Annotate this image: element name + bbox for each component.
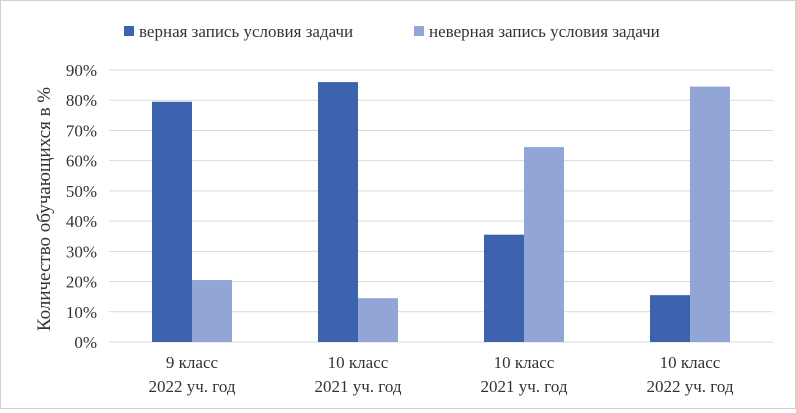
y-tick-label: 50% — [66, 182, 97, 201]
bar-incorrect — [192, 280, 232, 342]
x-category-label: 10 класс — [328, 353, 389, 372]
bar-correct — [152, 101, 192, 342]
x-category-label: 10 класс — [494, 353, 555, 372]
x-axis-categories: 9 класс 2022 уч. год 10 класс 2021 уч. год 1… — [148, 353, 733, 396]
bars — [152, 82, 730, 342]
x-category-label: 2022 уч. год — [148, 377, 235, 396]
legend-entry: верная запись условия задачи — [139, 22, 353, 41]
legend-entry: неверная запись условия задачи — [429, 22, 660, 41]
legend: верная запись условия задачи неверная зап… — [124, 22, 660, 41]
y-tick-label: 40% — [66, 212, 97, 231]
bar-correct — [484, 234, 524, 342]
legend-swatch — [414, 26, 424, 36]
y-tick-label: 80% — [66, 91, 97, 110]
bar-correct — [318, 82, 358, 342]
bar-incorrect — [358, 298, 398, 342]
bar-correct — [650, 295, 690, 342]
x-category-label: 2021 уч. год — [314, 377, 401, 396]
y-tick-label: 30% — [66, 242, 97, 261]
y-tick-label: 70% — [66, 121, 97, 140]
y-tick-label: 10% — [66, 303, 97, 322]
y-tick-label: 90% — [66, 61, 97, 80]
y-tick-label: 0% — [74, 333, 97, 352]
y-axis-label: Количество обучающихся в % — [34, 87, 55, 331]
y-tick-label: 20% — [66, 273, 97, 292]
bar-incorrect — [690, 86, 730, 342]
y-tick-label: 60% — [66, 152, 97, 171]
x-category-label: 2022 уч. год — [646, 377, 733, 396]
bar-incorrect — [524, 147, 564, 342]
y-axis-ticks: 0% 10% 20% 30% 40% 50% 60% 70% 80% 90% — [66, 61, 97, 352]
x-category-label: 10 класс — [660, 353, 721, 372]
x-category-label: 9 класс — [166, 353, 219, 372]
legend-swatch — [124, 26, 134, 36]
x-category-label: 2021 уч. год — [480, 377, 567, 396]
